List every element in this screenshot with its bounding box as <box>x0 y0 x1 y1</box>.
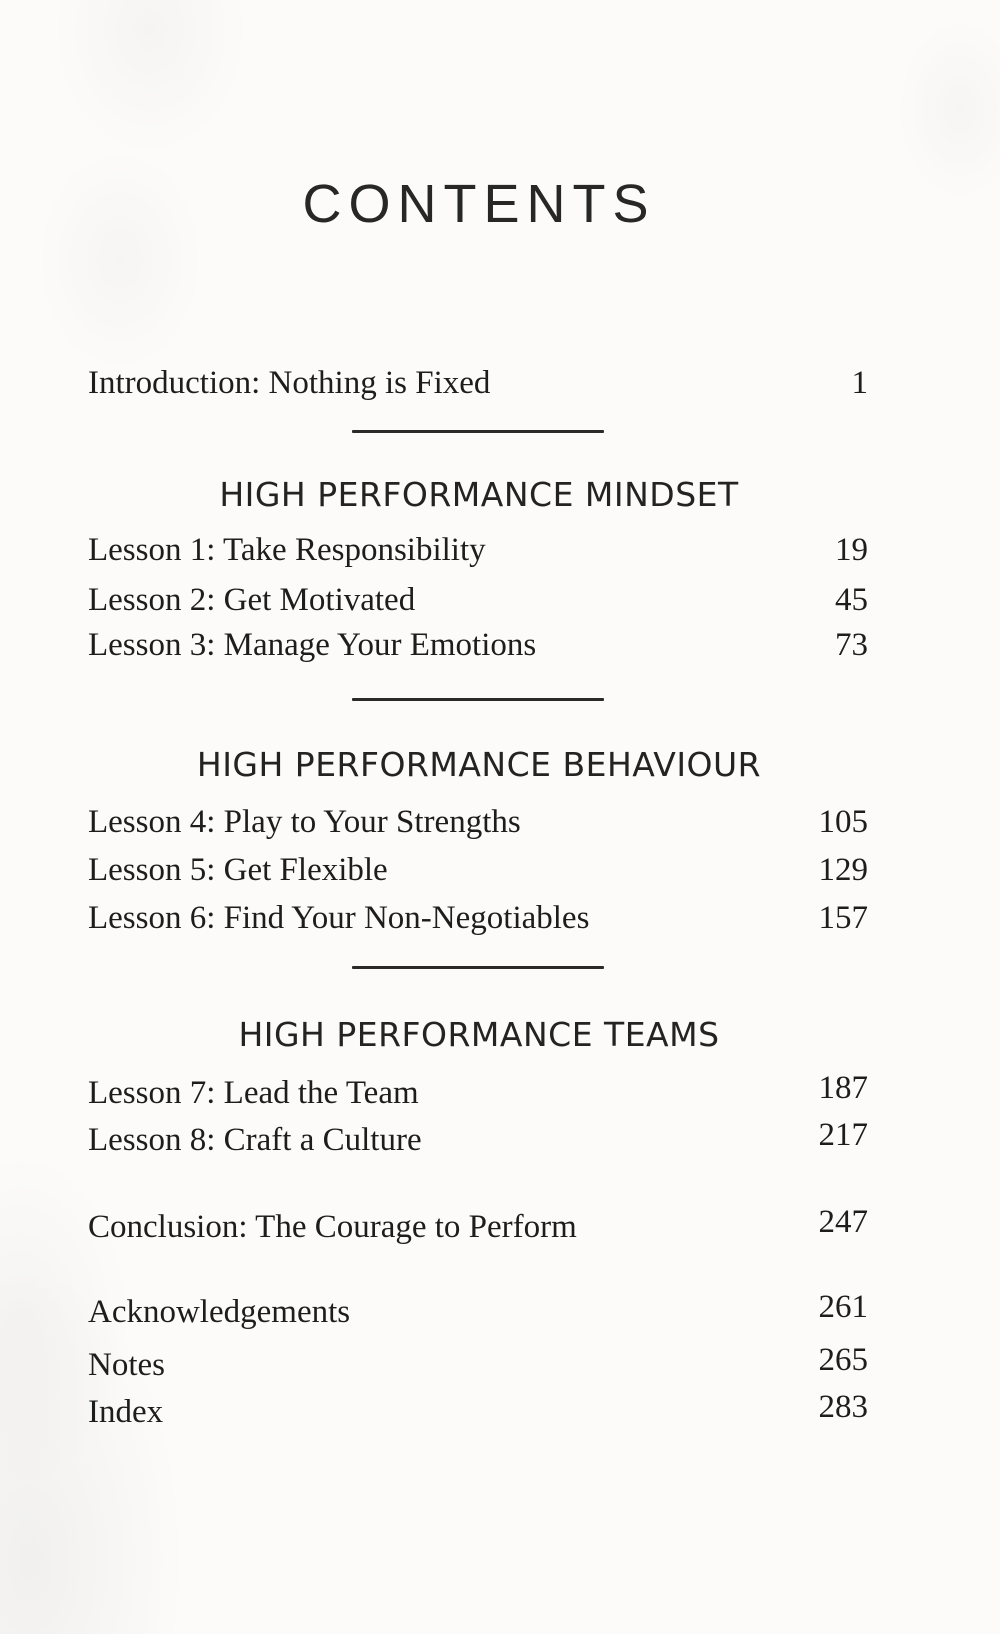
section-heading-mindset: HIGH PERFORMANCE MINDSET <box>219 475 739 514</box>
section-divider <box>352 430 604 433</box>
toc-entry-index: Index 283 <box>88 1389 868 1433</box>
toc-entry-page: 157 <box>818 900 869 936</box>
toc-entry-lesson-2: Lesson 2: Get Motivated 45 <box>88 581 868 621</box>
toc-entry-label: Lesson 8: Craft a Culture <box>88 1122 422 1158</box>
toc-entry-label: Introduction: Nothing is Fixed <box>88 365 491 401</box>
toc-entry-page: 265 <box>818 1342 869 1378</box>
toc-entry-page: 105 <box>818 804 869 840</box>
toc-entry-label: Lesson 1: Take Responsibility <box>88 532 486 568</box>
contents-title: CONTENTS <box>302 174 656 234</box>
toc-entry-page: 45 <box>835 582 868 618</box>
section-divider <box>352 966 604 969</box>
toc-entry-label: Lesson 3: Manage Your Emotions <box>88 627 537 663</box>
toc-entry-page: 283 <box>818 1389 869 1425</box>
toc-entry-label: Lesson 6: Find Your Non-Negotiables <box>88 900 590 936</box>
toc-entry-lesson-7: Lesson 7: Lead the Team 187 <box>88 1070 868 1114</box>
toc-entry-page: 217 <box>818 1117 869 1153</box>
toc-entry-label: Lesson 2: Get Motivated <box>88 582 416 618</box>
toc-entry-lesson-8: Lesson 8: Craft a Culture 217 <box>88 1117 868 1161</box>
section-divider <box>352 698 604 701</box>
toc-entry-label: Conclusion: The Courage to Perform <box>88 1209 577 1245</box>
toc-entry-label: Lesson 7: Lead the Team <box>88 1075 419 1111</box>
toc-entry-conclusion: Conclusion: The Courage to Perform 247 <box>88 1204 868 1248</box>
toc-entry-lesson-3: Lesson 3: Manage Your Emotions 73 <box>88 626 868 666</box>
section-heading-behaviour: HIGH PERFORMANCE BEHAVIOUR <box>196 745 762 784</box>
toc-entry-acknowledgements: Acknowledgements 261 <box>88 1289 868 1333</box>
toc-entry-page: 19 <box>835 532 868 568</box>
toc-entry-page: 129 <box>818 852 869 888</box>
toc-entry-lesson-4: Lesson 4: Play to Your Strengths 105 <box>88 803 868 843</box>
toc-entry-lesson-1: Lesson 1: Take Responsibility 19 <box>88 531 868 571</box>
toc-entry-notes: Notes 265 <box>88 1342 868 1386</box>
toc-entry-page: 73 <box>835 627 868 663</box>
toc-entry-introduction: Introduction: Nothing is Fixed 1 <box>88 364 868 404</box>
toc-entry-page: 1 <box>851 365 869 401</box>
toc-entry-label: Notes <box>88 1347 165 1383</box>
toc-entry-page: 187 <box>818 1070 869 1106</box>
toc-entry-lesson-5: Lesson 5: Get Flexible 129 <box>88 851 868 891</box>
section-heading-teams: HIGH PERFORMANCE TEAMS <box>238 1015 720 1054</box>
toc-entry-lesson-6: Lesson 6: Find Your Non-Negotiables 157 <box>88 899 868 939</box>
toc-entry-page: 261 <box>818 1289 869 1325</box>
toc-entry-label: Index <box>88 1394 164 1430</box>
toc-entry-label: Lesson 4: Play to Your Strengths <box>88 804 521 840</box>
toc-entry-page: 247 <box>818 1204 869 1240</box>
toc-entry-label: Acknowledgements <box>88 1294 351 1330</box>
toc-entry-label: Lesson 5: Get Flexible <box>88 852 388 888</box>
